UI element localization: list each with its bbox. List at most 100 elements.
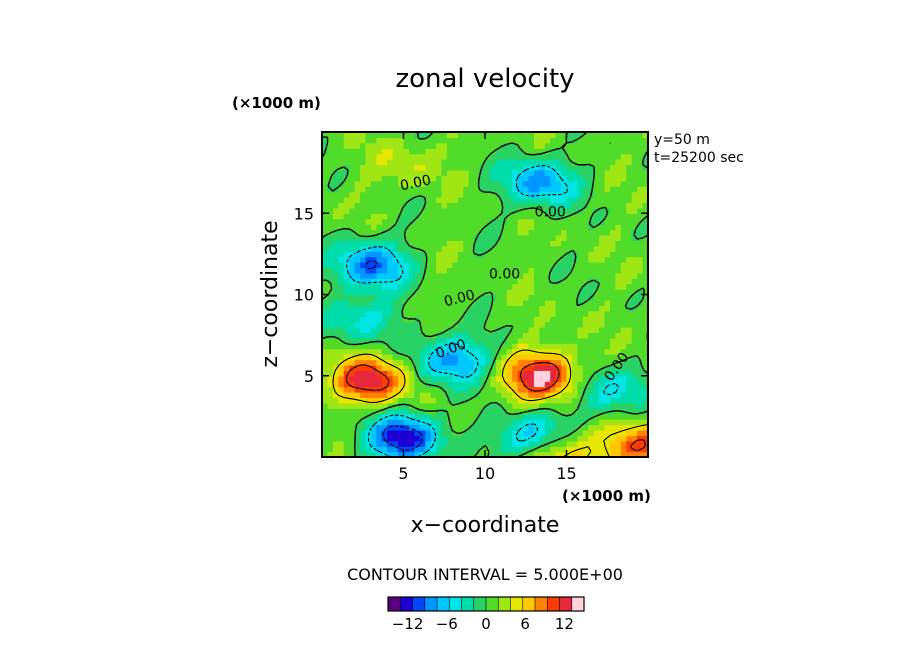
field-cell <box>566 164 573 171</box>
field-cell <box>349 262 356 269</box>
field-cell <box>376 283 383 290</box>
field-cell <box>550 234 557 241</box>
field-cell <box>506 175 513 182</box>
field-cell <box>365 207 372 214</box>
field-cell <box>571 191 578 198</box>
field-cell <box>349 348 356 355</box>
field-cell <box>354 299 361 306</box>
field-cell <box>360 337 367 344</box>
field-cell <box>506 386 513 393</box>
field-cell <box>555 375 562 382</box>
field-cell <box>463 197 470 204</box>
field-cell <box>544 267 551 274</box>
field-cell <box>322 348 329 355</box>
field-cell <box>392 364 399 371</box>
field-cell <box>446 132 453 139</box>
field-cell <box>561 440 568 447</box>
field-cell <box>512 440 519 447</box>
field-cell <box>571 283 578 290</box>
field-cell <box>566 348 573 355</box>
field-cell <box>577 337 584 344</box>
field-cell <box>495 267 502 274</box>
field-cell <box>523 175 530 182</box>
field-cell <box>615 240 622 247</box>
field-cell <box>322 267 329 274</box>
field-cell <box>550 186 557 193</box>
field-cell <box>479 424 486 431</box>
field-cell <box>495 132 502 139</box>
field-cell <box>588 234 595 241</box>
field-cell <box>523 164 530 171</box>
field-cell <box>343 440 350 447</box>
field-cell <box>365 213 372 220</box>
field-cell <box>637 386 644 393</box>
field-cell <box>354 234 361 241</box>
field-cell <box>512 191 519 198</box>
field-cell <box>485 251 492 258</box>
field-cell <box>370 240 377 247</box>
field-cell <box>408 419 415 426</box>
field-cell <box>615 343 622 350</box>
field-cell <box>343 153 350 160</box>
field-cell <box>446 316 453 323</box>
field-cell <box>566 343 573 350</box>
field-cell <box>425 348 432 355</box>
field-cell <box>555 224 562 231</box>
field-cell <box>446 148 453 155</box>
field-cell <box>561 337 568 344</box>
field-cell <box>387 251 394 258</box>
field-cell <box>604 153 611 160</box>
field-cell <box>403 137 410 144</box>
field-cell <box>517 397 524 404</box>
field-cell <box>604 294 611 301</box>
field-cell <box>419 392 426 399</box>
field-cell <box>479 364 486 371</box>
field-cell <box>468 364 475 371</box>
field-cell <box>479 245 486 252</box>
field-cell <box>419 429 426 436</box>
field-cell <box>414 137 421 144</box>
field-cell <box>463 159 470 166</box>
field-cell <box>544 207 551 214</box>
field-cell <box>631 218 638 225</box>
field-cell <box>441 169 448 176</box>
field-cell <box>376 218 383 225</box>
field-cell <box>533 332 540 339</box>
field-cell <box>495 305 502 312</box>
field-cell <box>555 305 562 312</box>
field-cell <box>544 402 551 409</box>
field-cell <box>626 299 633 306</box>
field-cell <box>517 278 524 285</box>
field-cell <box>593 197 600 204</box>
colorbar-tick-label: −6 <box>436 615 458 633</box>
field-cell <box>485 148 492 155</box>
field-cell <box>408 424 415 431</box>
field-cell <box>604 364 611 371</box>
field-cell <box>517 343 524 350</box>
field-cell <box>506 419 513 426</box>
field-cell <box>566 424 573 431</box>
field-cell <box>425 419 432 426</box>
field-cell <box>338 305 345 312</box>
field-cell <box>528 224 535 231</box>
field-cell <box>642 327 648 334</box>
field-cell <box>626 278 633 285</box>
field-cell <box>338 429 345 436</box>
field-cell <box>354 381 361 388</box>
field-cell <box>566 440 573 447</box>
field-cell <box>539 218 546 225</box>
field-cell <box>512 429 519 436</box>
field-cell <box>490 278 497 285</box>
field-cell <box>566 175 573 182</box>
field-cell <box>370 386 377 393</box>
field-cell <box>474 429 481 436</box>
field-cell <box>506 381 513 388</box>
field-cell <box>370 283 377 290</box>
field-cell <box>457 364 464 371</box>
field-cell <box>322 316 329 323</box>
field-cell <box>387 142 394 149</box>
field-cell <box>631 305 638 312</box>
field-cell <box>332 381 339 388</box>
field-cell <box>408 386 415 393</box>
field-cell <box>626 132 633 139</box>
